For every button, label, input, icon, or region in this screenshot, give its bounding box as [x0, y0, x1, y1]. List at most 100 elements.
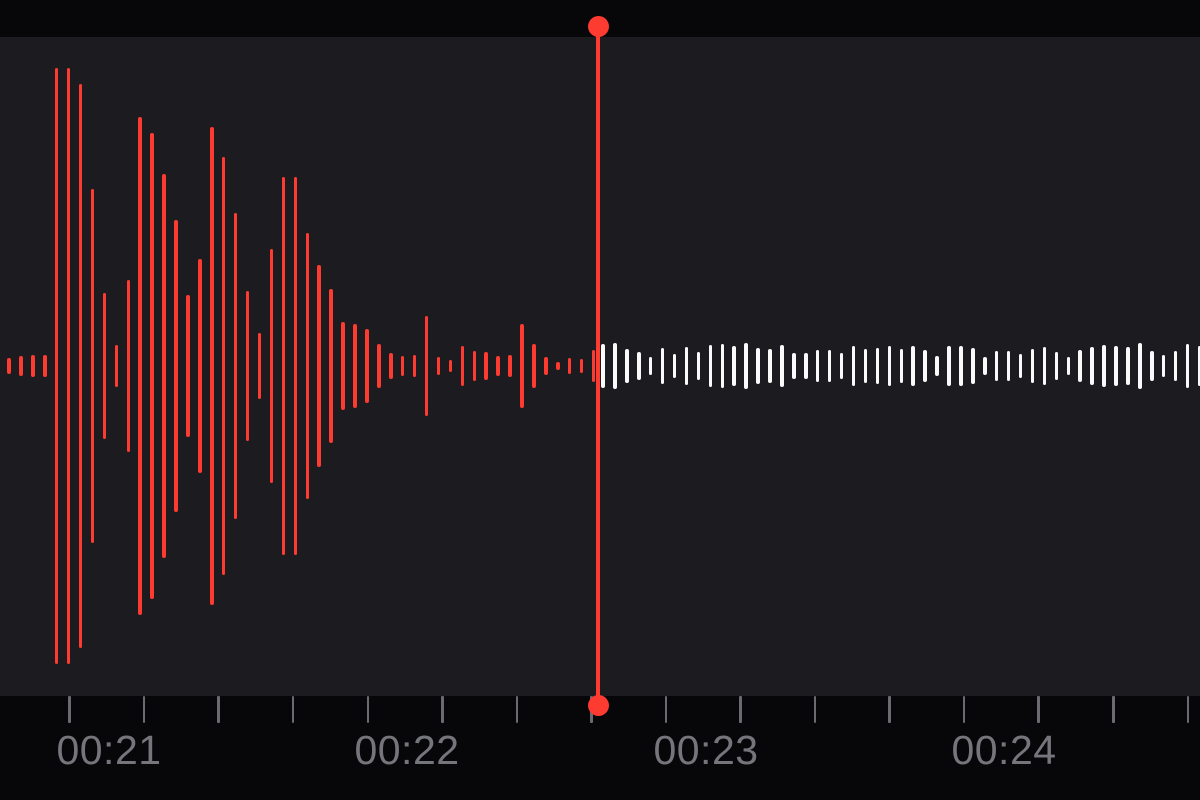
playhead-top-handle[interactable]	[587, 15, 609, 37]
waveform-bar	[875, 348, 880, 384]
waveform-bar	[353, 324, 357, 408]
waveform-bar	[804, 353, 808, 379]
waveform-bar	[815, 350, 820, 382]
waveform-bar	[341, 322, 345, 410]
waveform-bar	[281, 177, 286, 555]
waveform-bar	[436, 357, 441, 375]
waveform-bar	[90, 189, 95, 543]
waveform-bar	[994, 351, 999, 381]
waveform-bar	[412, 355, 417, 377]
waveform-bar	[983, 357, 987, 375]
waveform-bar	[768, 349, 772, 383]
waveform-bar	[317, 265, 321, 467]
ruler-tick	[813, 696, 817, 723]
ruler-tick	[142, 696, 146, 723]
waveform-bar	[625, 349, 629, 383]
waveform-bar	[613, 343, 617, 389]
waveform-bar	[1138, 343, 1142, 389]
waveform-bar	[210, 127, 214, 605]
playhead-line[interactable]	[596, 26, 600, 705]
waveform-bar	[732, 346, 736, 386]
waveform-bar	[1018, 354, 1023, 378]
waveform-bar	[1197, 346, 1200, 386]
waveform-bar	[198, 259, 202, 473]
waveform-bar	[269, 249, 274, 483]
playhead-bottom-handle[interactable]	[587, 694, 609, 716]
ruler-tick	[664, 696, 668, 723]
time-label: 00:23	[653, 727, 759, 773]
waveform-bar	[138, 117, 142, 615]
waveform-bar	[648, 357, 653, 375]
waveform-bar	[377, 344, 381, 388]
waveform-bar	[102, 293, 107, 439]
waveform-bar	[567, 358, 572, 374]
time-label: 00:22	[354, 727, 460, 773]
waveform-bar	[365, 329, 369, 403]
waveform-bar	[508, 355, 512, 377]
waveform-bar	[221, 157, 226, 575]
waveform-bar	[520, 324, 524, 408]
waveform-bar	[851, 346, 856, 386]
waveform-bar	[744, 343, 748, 389]
waveform-bar	[424, 316, 429, 416]
ruler-tick	[68, 696, 71, 723]
waveform-bar	[186, 295, 190, 437]
waveform-panel[interactable]	[0, 37, 1200, 696]
waveform-bar	[1054, 352, 1059, 380]
waveform-bar	[827, 350, 832, 382]
waveform-bar	[472, 351, 477, 381]
waveform-bar	[78, 84, 83, 648]
waveform-bar	[720, 344, 725, 388]
waveform-bar	[556, 362, 560, 370]
ruler-tick	[1037, 696, 1040, 723]
waveform-bar	[43, 355, 47, 377]
waveform-bar	[1173, 351, 1178, 381]
waveform-bar	[1161, 355, 1166, 377]
waveform-bar	[923, 350, 927, 382]
waveform-bar	[696, 352, 701, 380]
waveform-bar	[959, 346, 963, 386]
waveform-bar	[532, 344, 536, 388]
time-label: 00:24	[951, 727, 1057, 773]
waveform-bar	[233, 213, 238, 519]
waveform-bar	[7, 358, 11, 374]
waveform-bar	[448, 360, 453, 372]
waveform-bar	[756, 348, 760, 384]
waveform-bar	[54, 68, 59, 664]
waveform-bar	[162, 174, 166, 558]
waveform-bar	[329, 289, 333, 443]
waveform-bar	[971, 348, 975, 384]
waveform-bar	[484, 352, 488, 380]
waveform-bar	[708, 345, 713, 387]
waveform-bar	[911, 346, 915, 386]
waveform-bar	[496, 356, 500, 376]
waveform-bar	[174, 220, 178, 512]
waveform-bar	[293, 177, 298, 555]
waveform-bar	[19, 356, 23, 376]
waveform-bar	[863, 349, 868, 383]
waveform-bar	[305, 233, 309, 499]
waveform-bar	[660, 348, 665, 384]
waveform-bar	[1114, 346, 1118, 386]
waveform-bar	[389, 353, 393, 379]
ruler-tick	[739, 696, 742, 723]
waveform-bar	[887, 346, 892, 386]
ruler-tick	[291, 696, 295, 723]
waveform-bar	[591, 350, 596, 382]
waveform-bar	[1042, 347, 1047, 385]
waveform-bar	[114, 345, 119, 387]
ruler-tick	[1112, 696, 1115, 723]
waveform-bar	[245, 291, 250, 441]
waveform-bar	[935, 356, 939, 376]
waveform-bar	[780, 345, 784, 387]
waveform-bar	[1126, 347, 1130, 385]
ruler-tick	[366, 696, 369, 723]
waveform-bar	[1006, 351, 1011, 381]
waveform-bar	[792, 353, 796, 379]
ruler-tick	[441, 696, 444, 723]
waveform-bar	[544, 357, 548, 375]
ruler-tick	[1186, 696, 1190, 723]
ruler-tick	[888, 696, 891, 723]
waveform-bar	[1030, 349, 1035, 383]
